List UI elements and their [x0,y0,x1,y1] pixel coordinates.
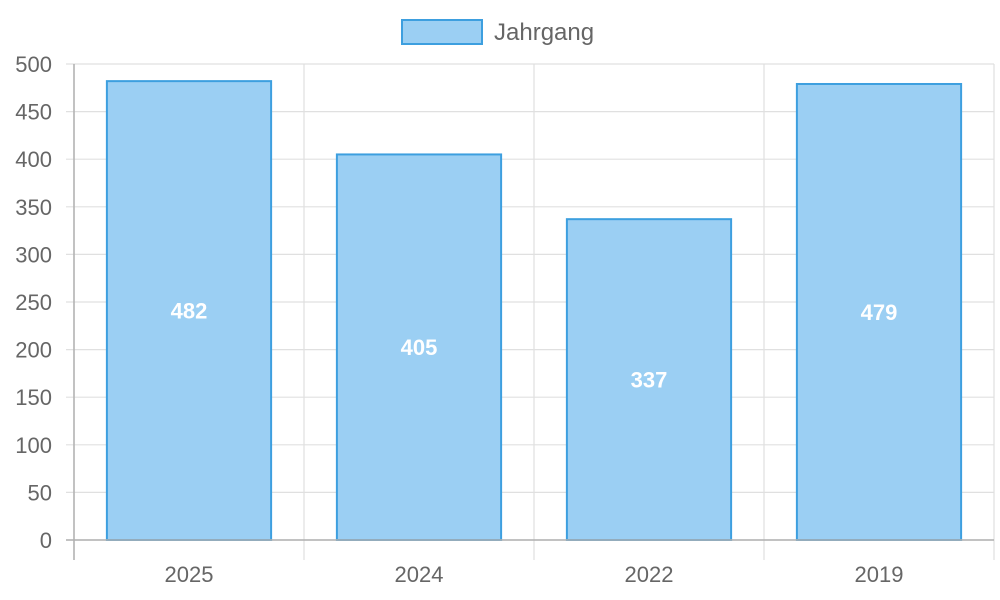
y-tick-label: 250 [15,290,52,315]
data-labels: 482 405 337 479 [171,299,898,393]
y-tick-label: 150 [15,385,52,410]
bar[interactable] [795,82,963,541]
bars [105,80,963,542]
x-tick-label: 2025 [165,562,214,587]
y-tick-label: 0 [40,528,52,553]
y-tick-label: 350 [15,195,52,220]
y-tick-label: 50 [28,480,52,505]
legend-label: Jahrgang [494,19,594,46]
x-tick-label: 2024 [395,562,444,587]
legend-swatch [401,19,483,45]
x-tick-label: 2019 [855,562,904,587]
y-axis-tick-labels: 0 50 100 150 200 250 300 350 400 450 500 [15,52,52,553]
x-axis-tick-labels: 2025 2024 2022 2019 [165,562,904,587]
y-tick-label: 100 [15,433,52,458]
axes [66,64,994,560]
bar-data-label: 405 [401,335,438,360]
legend[interactable]: Jahrgang [401,19,594,46]
y-tick-label: 400 [15,147,52,172]
bar-data-label: 482 [171,299,208,324]
x-tick-label: 2022 [625,562,674,587]
bar-data-label: 479 [861,300,898,325]
bar[interactable] [105,80,273,542]
bar-data-label: 337 [631,368,668,393]
y-tick-label: 450 [15,100,52,125]
y-tick-label: 200 [15,338,52,363]
y-tick-label: 500 [15,52,52,77]
y-tick-label: 300 [15,242,52,267]
